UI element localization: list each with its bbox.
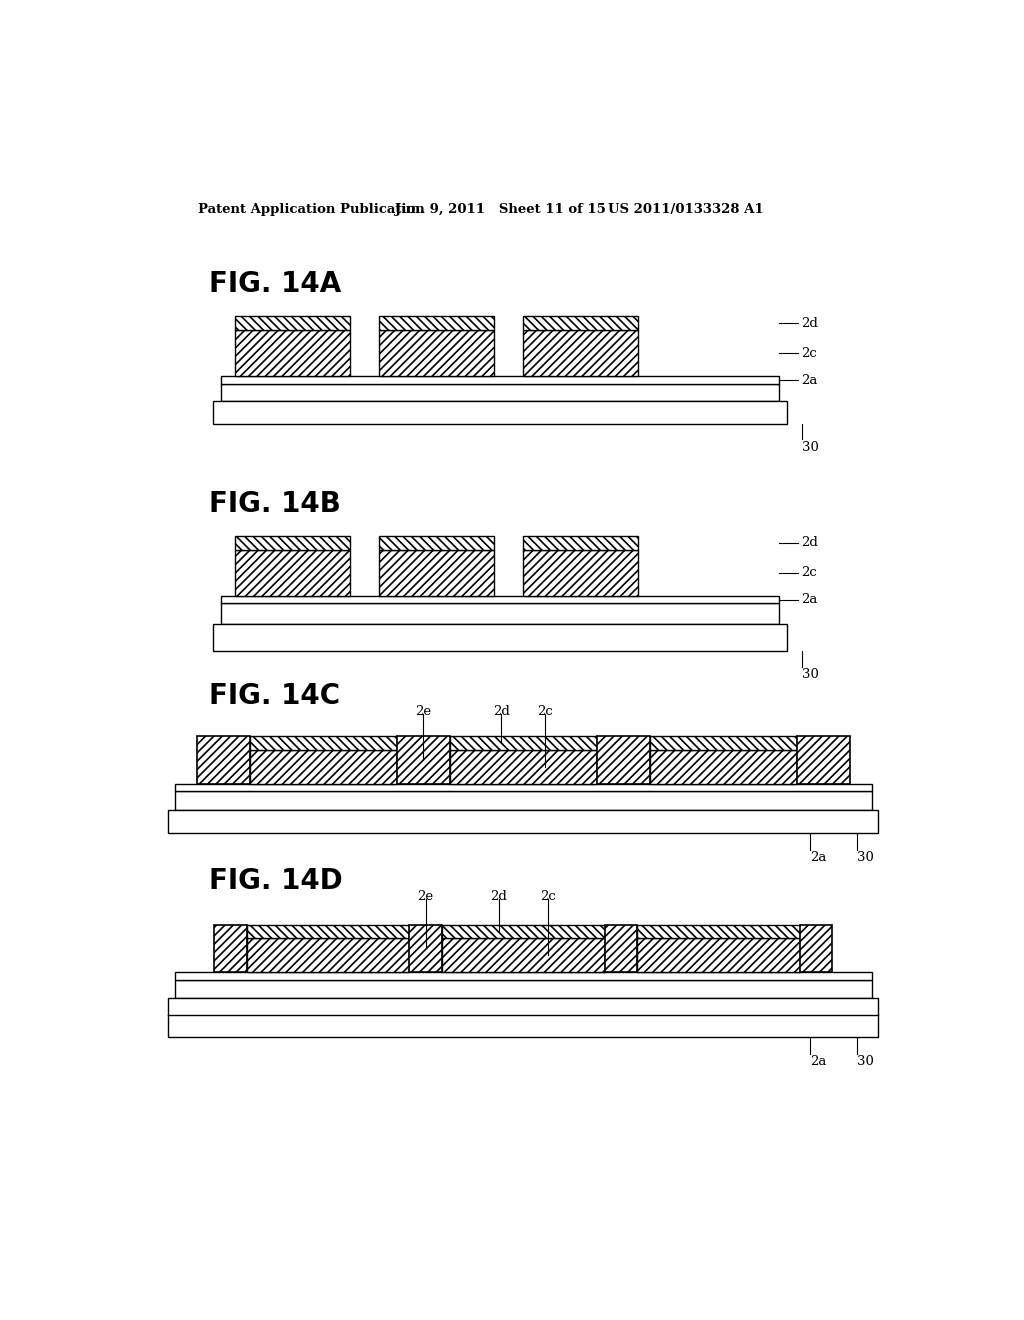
Bar [174,792,872,810]
Bar [234,549,349,595]
Bar [221,376,779,384]
Bar [637,939,800,973]
Bar [221,595,779,603]
Bar [450,750,597,784]
Text: 2d: 2d [490,890,507,903]
Bar [174,784,872,792]
Bar [442,924,604,939]
Bar [221,603,779,624]
Text: 30: 30 [856,851,873,865]
Bar [250,737,397,750]
Text: 2c: 2c [801,347,816,360]
Bar [523,330,638,376]
Bar [174,979,872,998]
Text: FIG. 14A: FIG. 14A [209,271,342,298]
Text: 2a: 2a [810,851,826,865]
Bar [450,737,597,750]
Bar [649,737,797,750]
Text: 2a: 2a [801,374,817,387]
Bar [197,737,250,784]
Bar [247,924,410,939]
Bar [221,384,779,401]
Bar [379,330,494,376]
Bar [234,317,349,330]
Bar [213,401,786,424]
Bar [523,317,638,330]
Bar [234,536,349,549]
Bar [410,924,442,973]
Bar [213,624,786,651]
Text: 2d: 2d [801,317,817,330]
Text: 2d: 2d [493,705,510,718]
Bar [604,924,637,973]
Text: 2e: 2e [415,705,431,718]
Text: 2c: 2c [540,890,556,903]
Bar [523,536,638,549]
Text: Jun. 9, 2011   Sheet 11 of 15: Jun. 9, 2011 Sheet 11 of 15 [395,203,606,216]
Text: 2a: 2a [801,593,817,606]
Text: FIG. 14C: FIG. 14C [209,682,341,710]
Text: 30: 30 [856,1056,873,1068]
Bar [397,737,450,784]
Bar [214,924,247,973]
Text: FIG. 14D: FIG. 14D [209,867,343,895]
Text: 30: 30 [802,668,819,681]
Bar [597,737,649,784]
Text: 2c: 2c [801,566,816,579]
Text: US 2011/0133328 A1: US 2011/0133328 A1 [608,203,764,216]
Bar [379,536,494,549]
Bar [800,924,833,973]
Bar [523,549,638,595]
Bar [797,737,850,784]
Text: 2e: 2e [418,890,433,903]
Bar [247,939,410,973]
Bar [250,750,397,784]
Bar [234,330,349,376]
Text: 30: 30 [802,441,819,454]
Bar [168,810,879,833]
Bar [637,924,800,939]
Bar [168,998,879,1038]
Text: 2d: 2d [801,536,817,549]
Text: FIG. 14B: FIG. 14B [209,490,341,517]
Bar [649,750,797,784]
Bar [442,939,604,973]
Bar [174,973,872,979]
Bar [379,317,494,330]
Bar [379,549,494,595]
Text: 2c: 2c [538,705,553,718]
Text: Patent Application Publication: Patent Application Publication [198,203,425,216]
Text: 2a: 2a [810,1056,826,1068]
